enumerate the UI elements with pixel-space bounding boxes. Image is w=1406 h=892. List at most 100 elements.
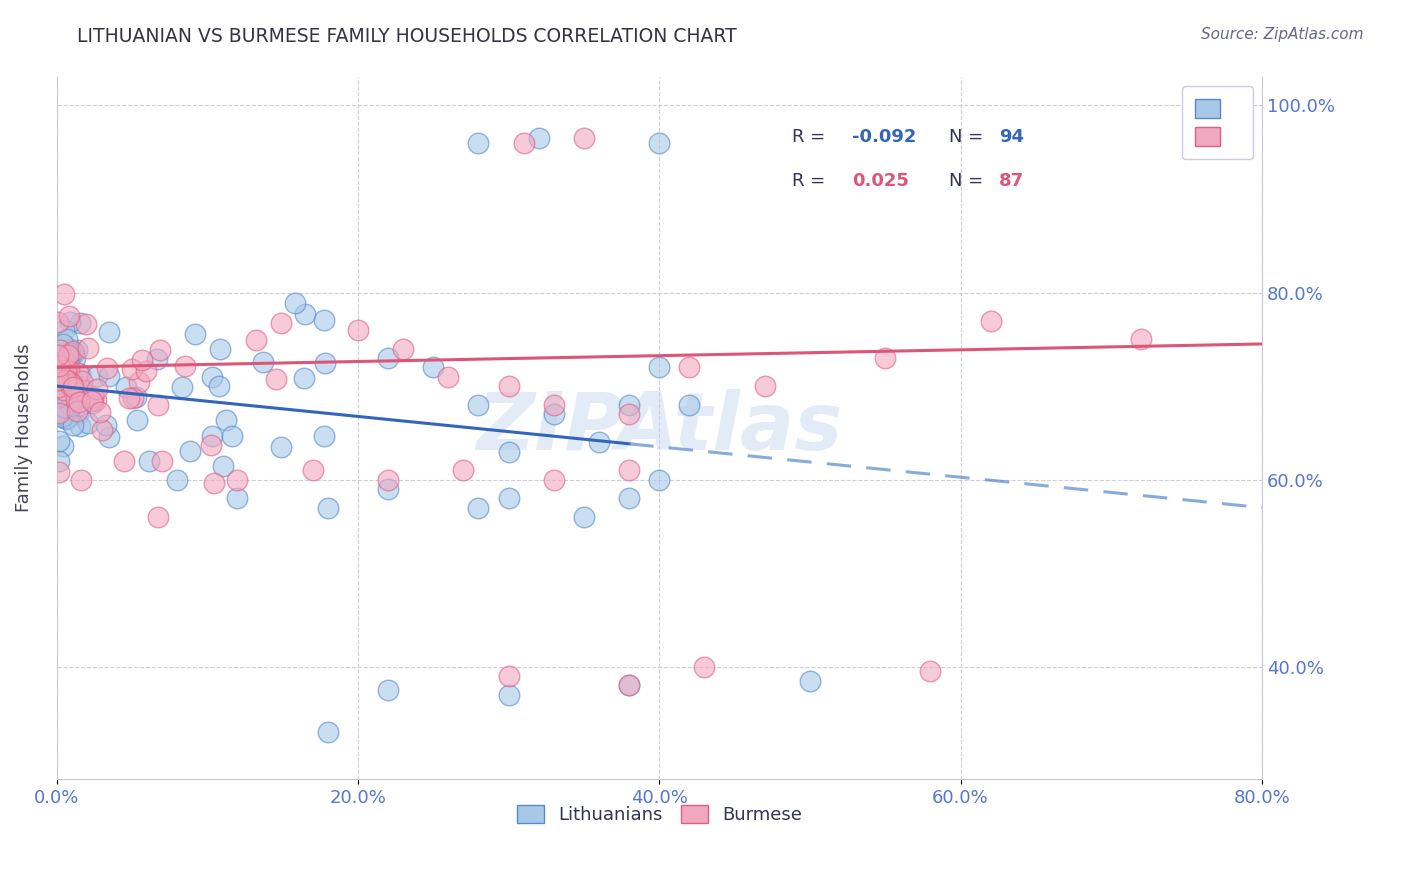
Point (53, 383, 76, 397)
Point (215, 413, 238, 427)
Point (51, 390, 73, 404)
Point (920, 665, 942, 679)
Point (69, 367, 91, 381)
Point (437, 369, 460, 384)
Point (58, 348, 80, 362)
Point (121, 362, 143, 376)
Text: R =: R = (792, 171, 831, 189)
Point (52, 439, 75, 453)
Point (56, 389, 79, 403)
Point (75, 318, 97, 332)
Point (125, 413, 148, 427)
Point (48, 434, 70, 449)
Text: -0.092: -0.092 (852, 128, 917, 146)
Point (211, 459, 233, 474)
Point (148, 509, 170, 524)
Point (543, 407, 565, 421)
Point (512, 136, 534, 150)
Point (118, 391, 141, 405)
Point (617, 398, 640, 412)
Point (69, 390, 91, 404)
Point (226, 473, 249, 487)
Point (46, 390, 69, 404)
Point (617, 678, 640, 692)
Point (292, 371, 315, 385)
Point (48, 454, 70, 468)
Point (60, 371, 83, 385)
Point (179, 444, 201, 458)
Point (55, 367, 77, 381)
Point (90, 423, 112, 437)
Point (96, 361, 118, 376)
Text: N =: N = (949, 171, 988, 189)
Text: R =: R = (792, 128, 831, 146)
Y-axis label: Family Households: Family Households (15, 344, 32, 512)
Point (63, 392, 86, 406)
Point (316, 500, 339, 515)
Point (498, 491, 520, 506)
Point (312, 312, 335, 326)
Point (59, 399, 82, 413)
Point (527, 131, 550, 145)
Point (80, 392, 103, 406)
Point (245, 333, 267, 347)
Point (980, 313, 1002, 327)
Point (264, 371, 287, 385)
Point (82, 390, 104, 404)
Point (46, 403, 69, 417)
Point (754, 379, 776, 393)
Point (77, 341, 100, 355)
Point (467, 136, 489, 150)
Point (125, 391, 148, 405)
Point (875, 351, 897, 365)
Point (66, 366, 89, 380)
Text: N =: N = (949, 128, 988, 146)
Point (62, 380, 84, 394)
Point (46, 348, 69, 362)
Point (48, 406, 70, 420)
Point (58, 353, 80, 368)
Point (67, 394, 90, 409)
Point (48, 385, 70, 400)
Point (221, 428, 243, 442)
Point (53, 355, 76, 369)
Point (208, 342, 231, 356)
Point (678, 398, 700, 412)
Point (53, 361, 76, 376)
Point (52, 408, 75, 422)
Text: 87: 87 (1000, 171, 1025, 189)
Point (52, 323, 75, 337)
Point (131, 352, 153, 367)
Point (62, 343, 84, 358)
Point (89, 405, 111, 419)
Point (59, 343, 82, 357)
Point (46, 373, 69, 387)
Point (226, 491, 249, 506)
Point (49, 355, 72, 369)
Point (94, 417, 117, 432)
Point (112, 454, 135, 468)
Point (294, 308, 316, 322)
Point (201, 369, 224, 384)
Legend: Lithuanians, Burmese: Lithuanians, Burmese (508, 796, 811, 833)
Point (202, 476, 225, 491)
Point (70, 375, 93, 389)
Point (312, 429, 335, 443)
Point (270, 316, 292, 330)
Point (98, 369, 121, 384)
Point (69, 316, 91, 330)
Point (453, 463, 475, 477)
Point (53, 379, 76, 393)
Point (98, 325, 121, 339)
Point (150, 454, 173, 468)
Point (69, 419, 91, 434)
Point (66, 384, 89, 399)
Text: Source: ZipAtlas.com: Source: ZipAtlas.com (1201, 27, 1364, 42)
Point (693, 659, 716, 673)
Point (422, 360, 444, 375)
Point (49, 343, 72, 358)
Point (58, 310, 80, 324)
Point (55, 368, 77, 383)
Point (284, 296, 307, 310)
Point (56, 408, 79, 422)
